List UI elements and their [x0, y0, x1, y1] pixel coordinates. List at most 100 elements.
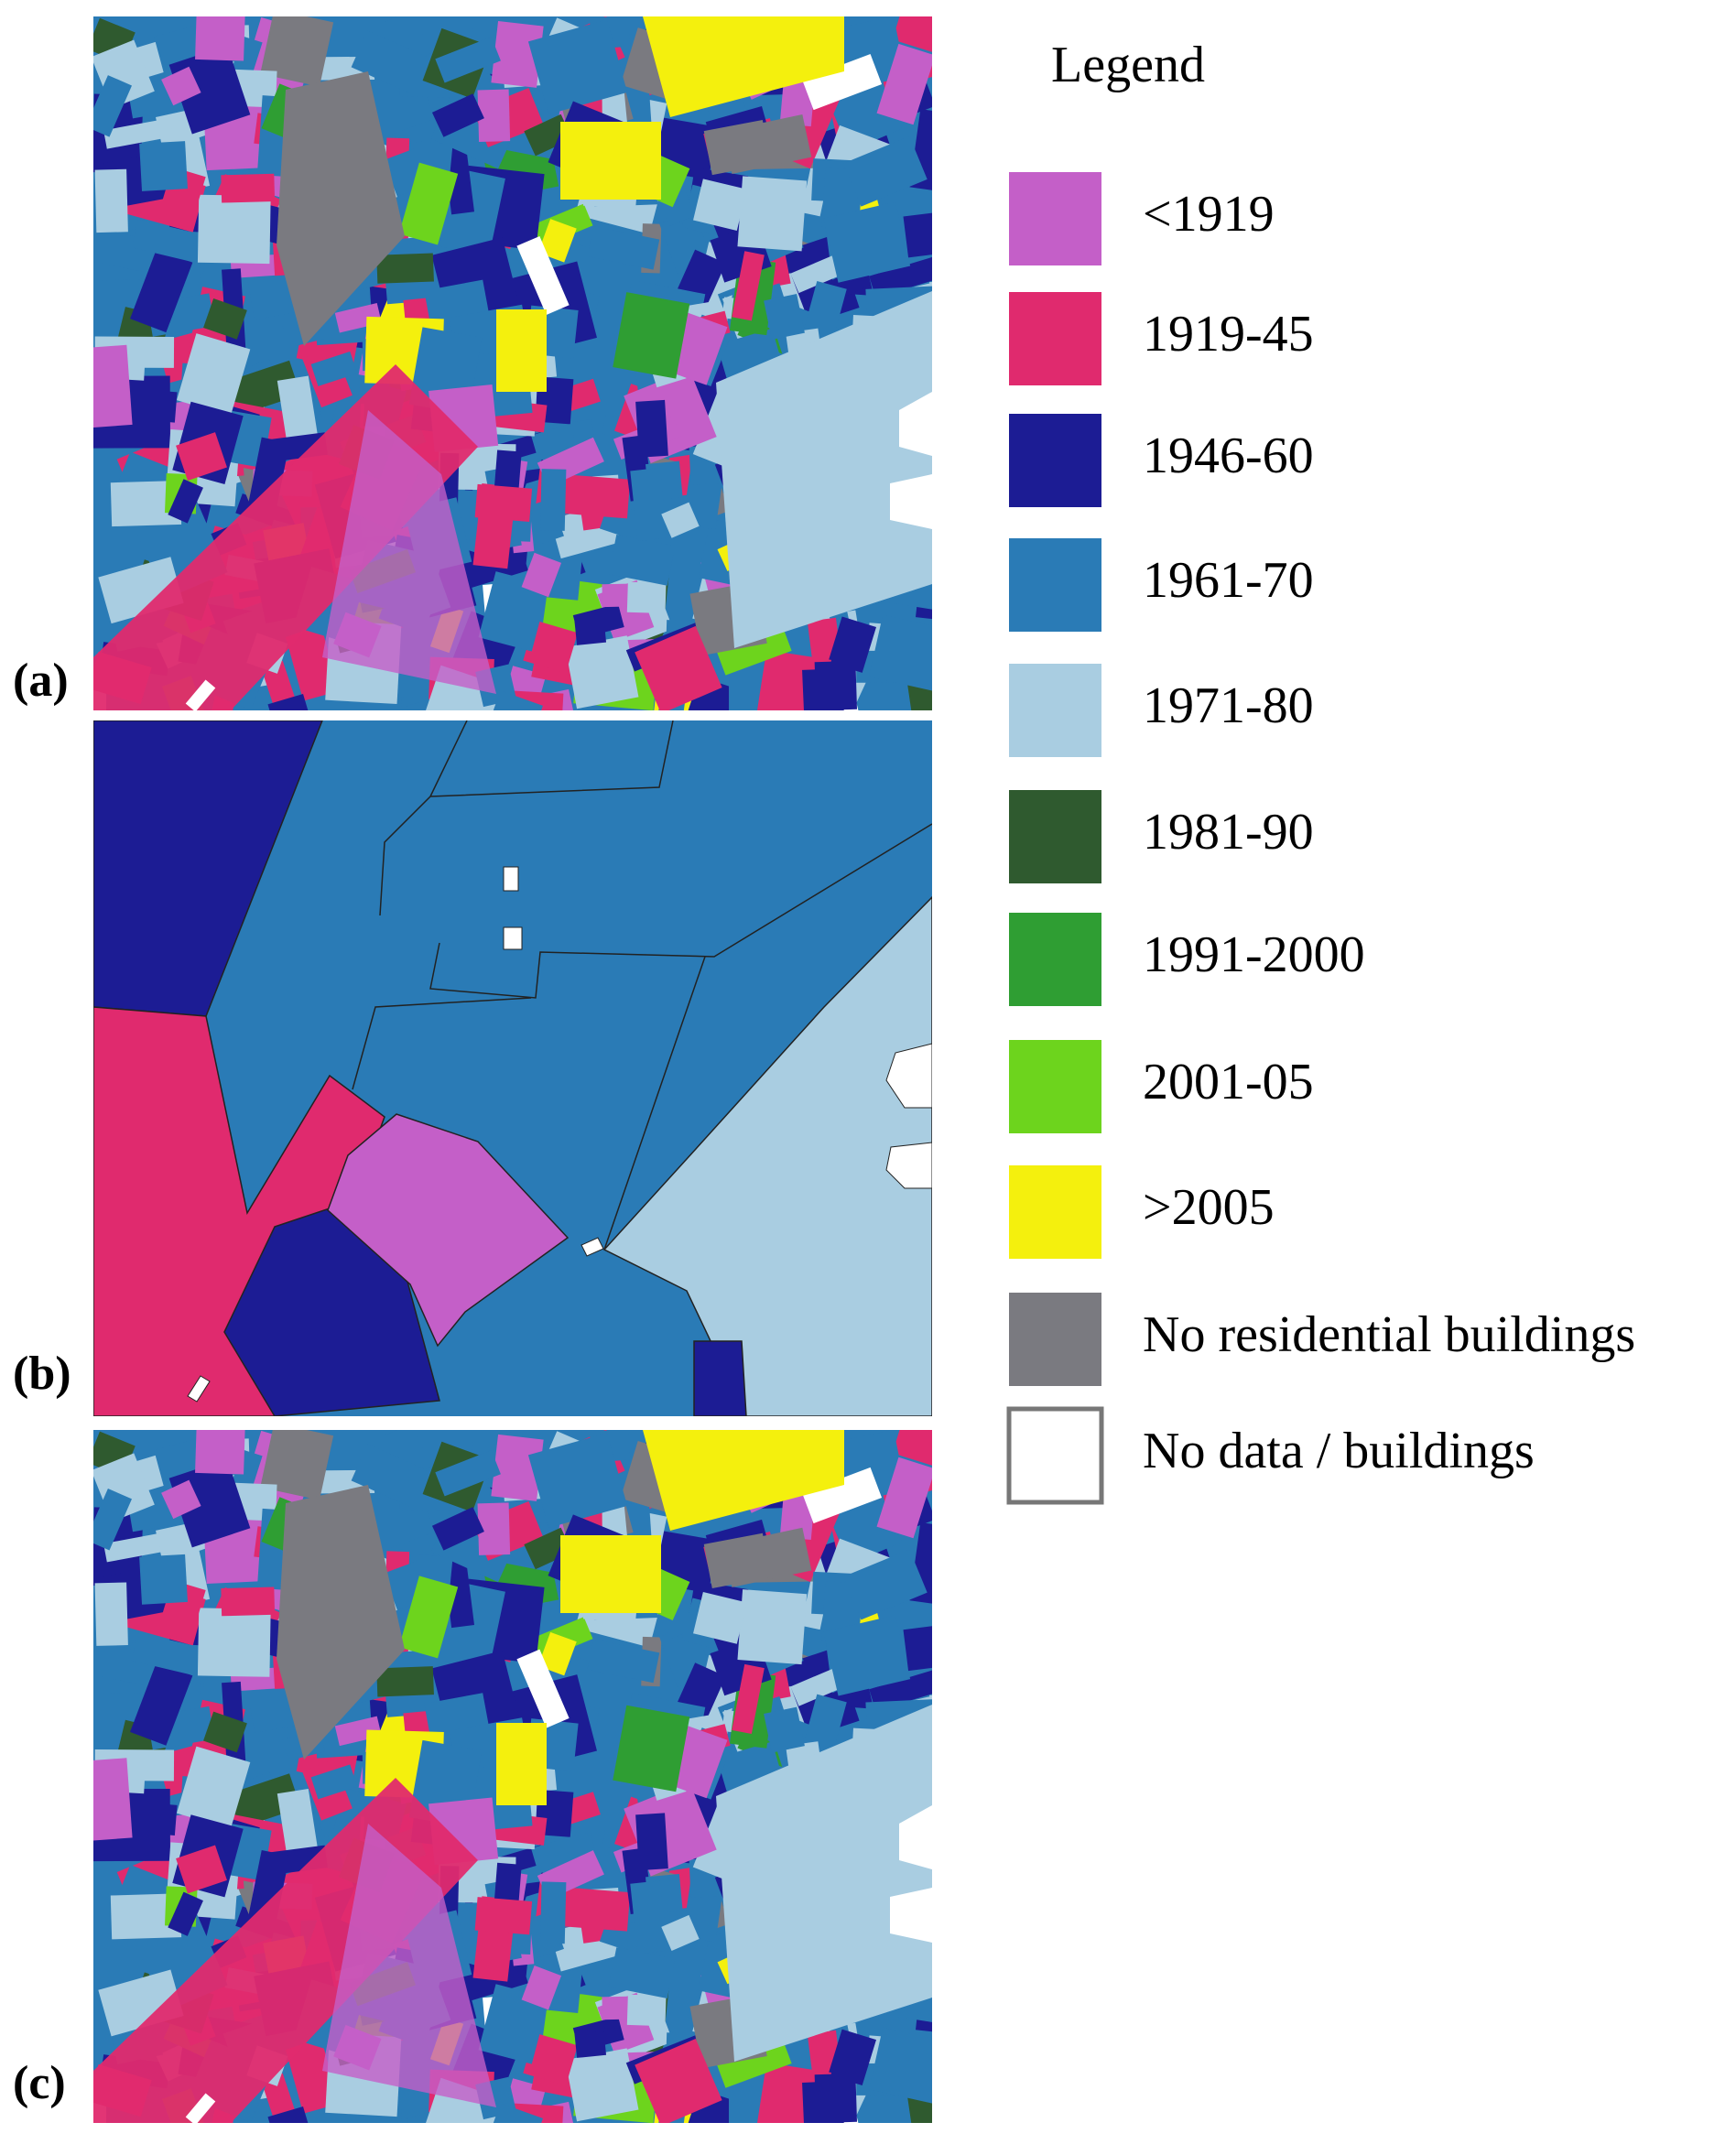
map-block	[131, 1632, 197, 1675]
panel-label: (b)	[13, 1348, 71, 1400]
map-block	[802, 53, 883, 111]
legend-title: Legend	[1051, 37, 1205, 93]
legend-label: <1919	[1143, 186, 1275, 243]
map-block	[197, 1608, 271, 1677]
map-block	[168, 479, 203, 524]
map-block	[351, 30, 427, 93]
map-block	[661, 1914, 700, 1952]
map-block	[496, 309, 547, 392]
map-block	[168, 1891, 203, 1936]
map-block	[630, 1880, 668, 1955]
map-block	[876, 1457, 932, 1539]
map-block	[516, 235, 570, 315]
map-block	[608, 1947, 676, 1998]
map-block	[516, 1649, 570, 1728]
map-panel-c	[93, 1430, 932, 2123]
map-block	[693, 1592, 747, 1644]
map-block	[537, 1631, 577, 1676]
map-block	[643, 16, 844, 117]
map-block	[130, 248, 193, 333]
map-block	[161, 1479, 201, 1520]
map-block	[869, 614, 932, 692]
map-block	[828, 616, 876, 673]
map-hole	[187, 866, 932, 1402]
map-block	[523, 2032, 578, 2086]
map-block	[703, 119, 771, 176]
map-block	[435, 1450, 501, 1497]
map-block	[477, 89, 511, 143]
legend-label: 2001-05	[1143, 1054, 1314, 1110]
map-panel-a	[93, 16, 932, 710]
map-block	[176, 1746, 251, 1829]
legend-label: 1981-90	[1143, 804, 1314, 861]
map-block	[496, 1723, 547, 1805]
map-block	[474, 483, 533, 523]
map-block	[539, 469, 567, 531]
map-block	[521, 1965, 562, 2010]
map-block	[93, 1758, 133, 1841]
map-panel-b	[93, 720, 932, 1416]
map-block	[643, 1430, 844, 1531]
map-block	[828, 2029, 876, 2085]
map-block	[221, 1586, 276, 1617]
map-block	[260, 16, 334, 87]
map-block	[103, 120, 161, 149]
map-block	[322, 410, 496, 694]
map-block	[176, 333, 251, 417]
map-block	[93, 344, 133, 428]
map-block	[560, 1535, 661, 1613]
map-block	[203, 298, 247, 340]
map-block	[737, 176, 808, 252]
map-block	[802, 1694, 847, 1757]
map-block	[587, 225, 660, 270]
map-block	[906, 2084, 932, 2123]
map-boundary	[352, 720, 932, 1251]
map-block	[587, 1639, 660, 1684]
map-block	[823, 1615, 911, 1696]
map-block	[161, 66, 201, 106]
legend-label: No residential buildings	[1143, 1306, 1635, 1363]
map-block	[435, 37, 501, 83]
map-block	[608, 534, 676, 586]
map-block	[492, 2103, 543, 2123]
map-block	[693, 179, 747, 231]
map-block	[764, 293, 805, 341]
map-block	[491, 20, 544, 88]
map-block	[560, 122, 661, 200]
map-block	[310, 1764, 358, 1800]
map-block	[185, 679, 216, 710]
map-block	[139, 141, 188, 191]
map-block	[843, 135, 928, 207]
legend-swatch	[1009, 790, 1101, 883]
map-block	[906, 671, 932, 710]
legend-label: 1971-80	[1143, 677, 1314, 734]
map-block	[260, 1430, 334, 1500]
map-block	[110, 480, 182, 527]
map-block	[385, 1430, 431, 1478]
map-block	[890, 1805, 932, 1943]
map-block	[110, 1893, 182, 1940]
map-block	[802, 1467, 883, 1524]
map-block	[635, 625, 722, 710]
map-block	[93, 75, 132, 137]
map-block	[477, 1502, 511, 1555]
map-block	[222, 360, 301, 417]
panel-label: (c)	[13, 2057, 66, 2109]
map-block	[703, 1532, 771, 1588]
map-block	[431, 93, 484, 137]
map-block	[103, 1533, 161, 1563]
map-block	[94, 1582, 128, 1646]
map-block	[524, 114, 573, 157]
map-block	[565, 2048, 639, 2122]
legend-swatch	[1009, 1165, 1101, 1259]
map-block	[574, 2030, 607, 2058]
legend-swatch	[1009, 664, 1101, 757]
map-block	[524, 1527, 573, 1570]
map-block	[139, 1554, 188, 1605]
map-block	[267, 2106, 317, 2123]
map-block	[537, 219, 577, 263]
legend-swatch	[1009, 414, 1101, 507]
map-block	[277, 1485, 405, 1760]
map-block	[550, 473, 631, 519]
